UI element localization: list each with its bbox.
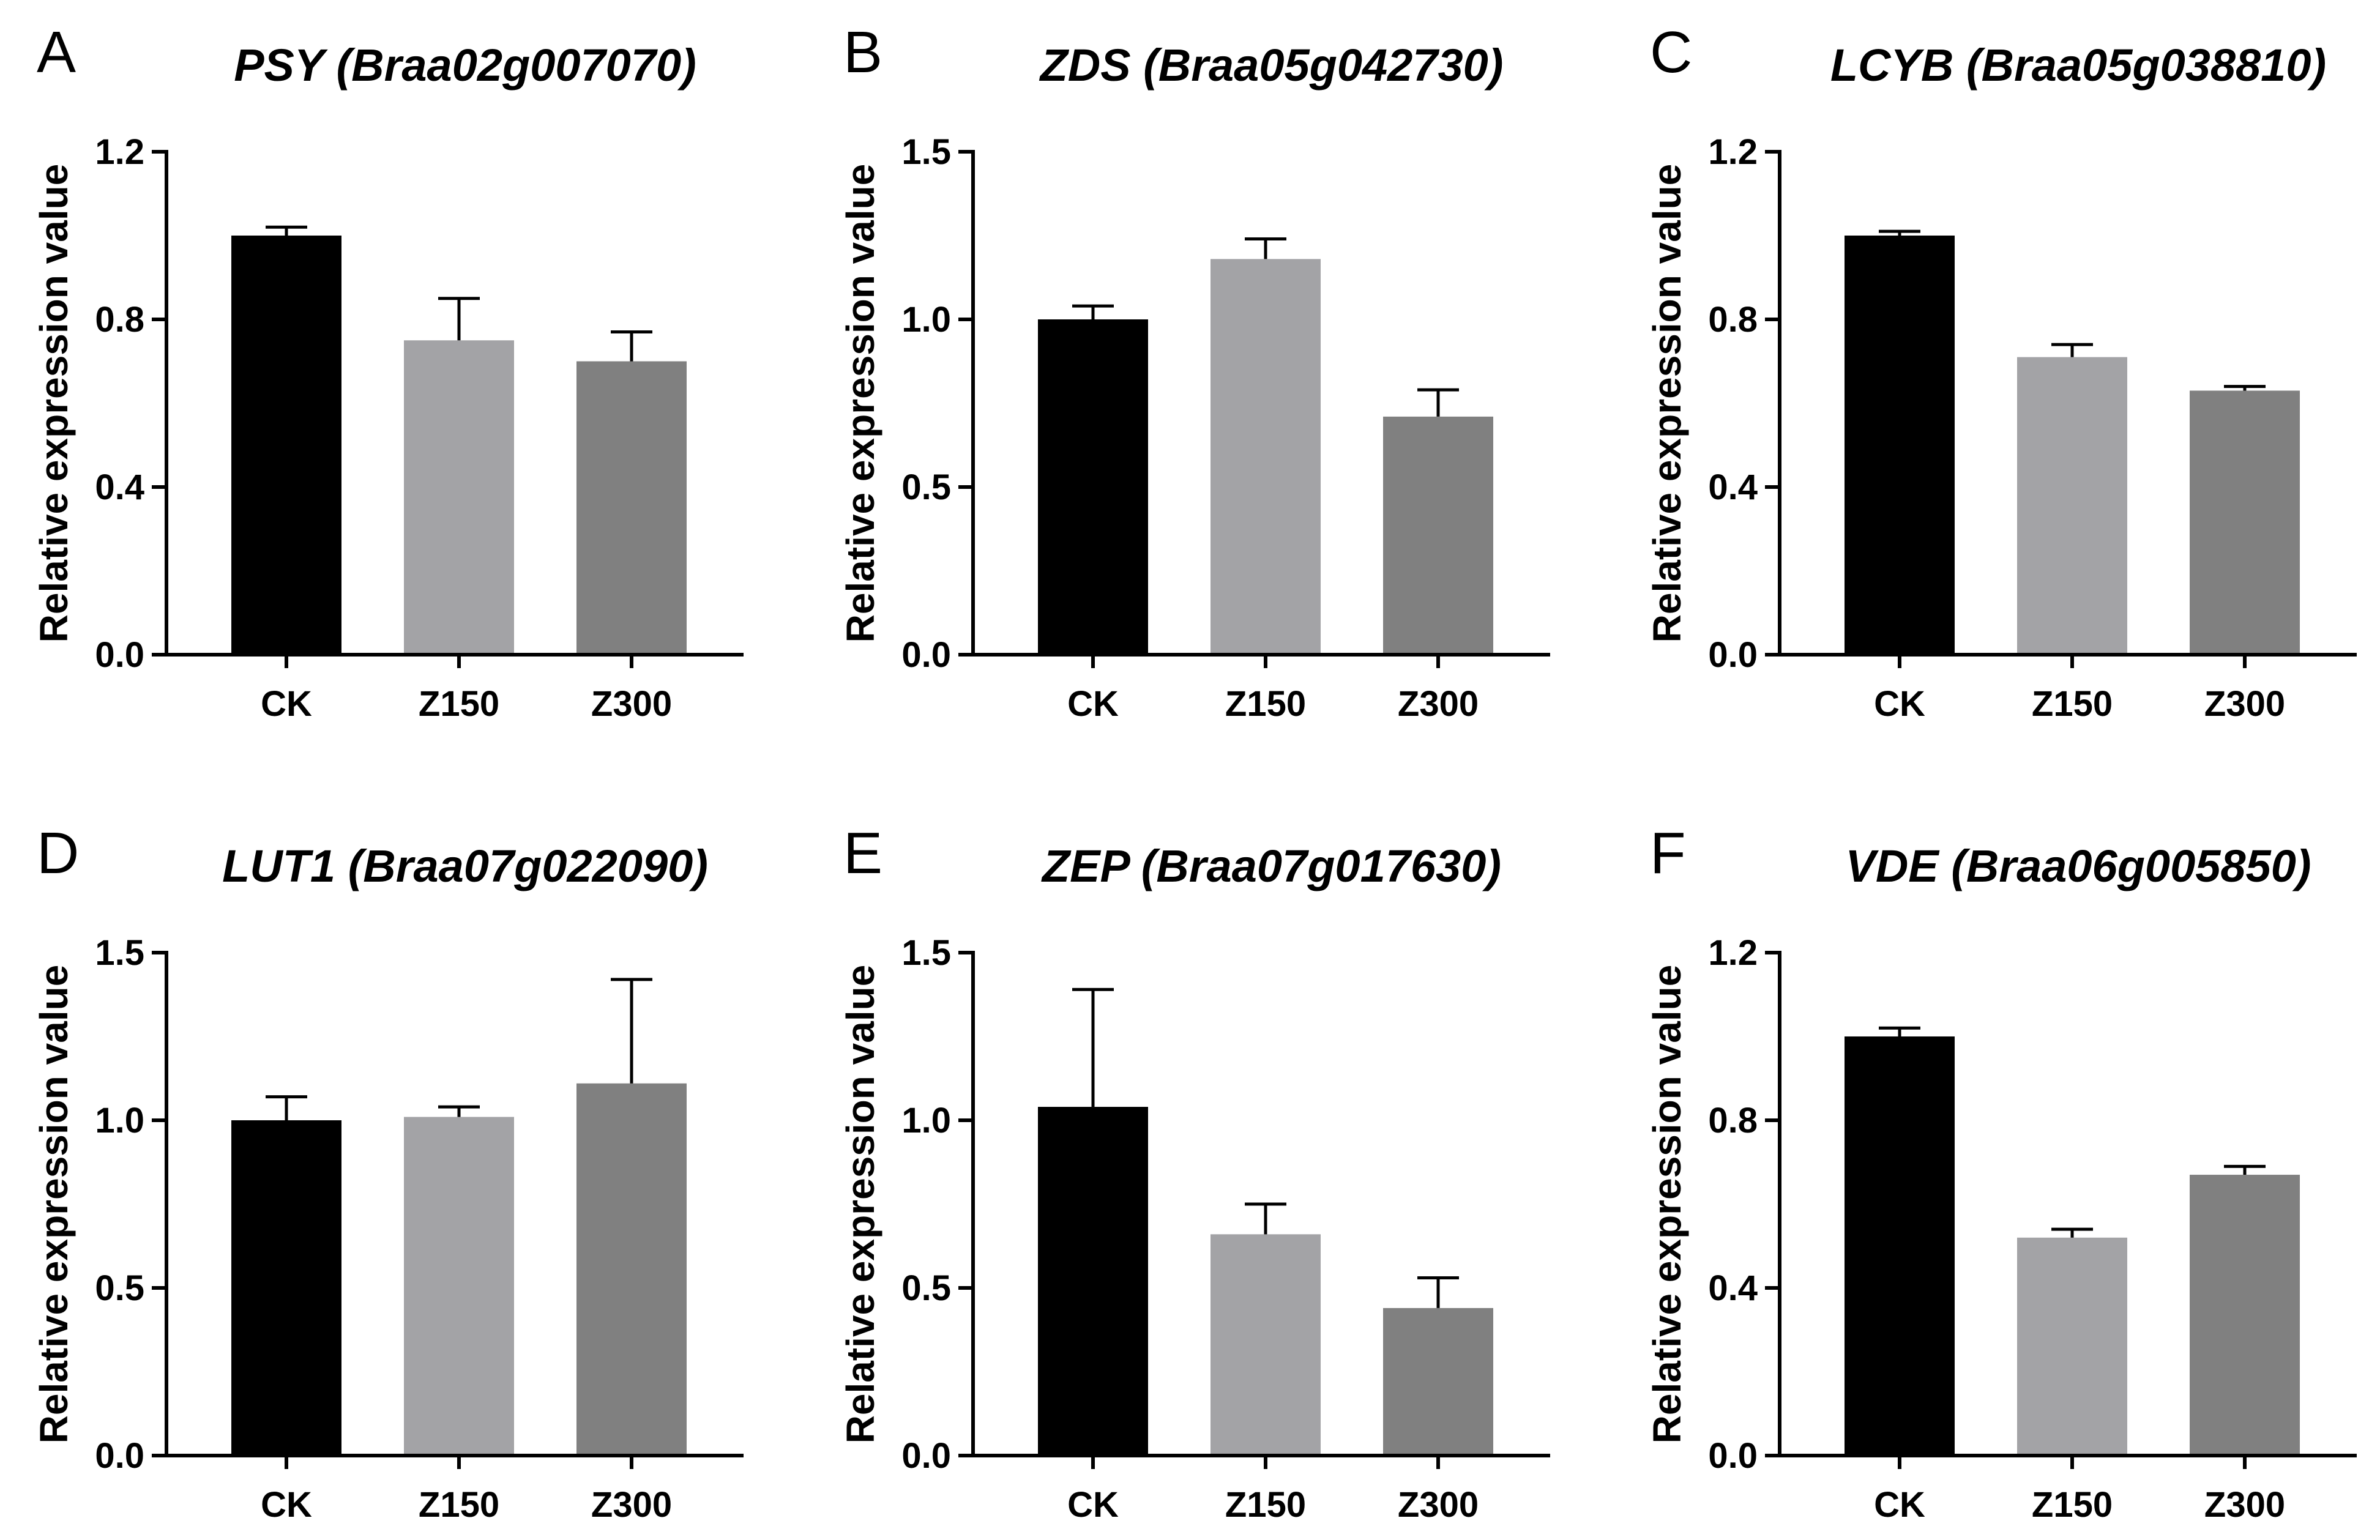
bar-z300 — [576, 1083, 687, 1456]
x-tick-label: CK — [1067, 1485, 1119, 1525]
y-axis-label: Relative expression value — [32, 965, 76, 1444]
y-tick-label: 0.0 — [95, 1436, 144, 1476]
x-tick-label: CK — [261, 684, 312, 724]
x-tick-label: Z300 — [1398, 684, 1479, 724]
y-tick-label: 1.2 — [1708, 132, 1758, 172]
panel-letter: D — [37, 820, 79, 886]
y-tick-label: 0.4 — [1708, 467, 1758, 507]
bar-ck — [1845, 236, 1955, 655]
x-tick-label: Z300 — [591, 1485, 672, 1525]
x-tick-label: CK — [1067, 684, 1119, 724]
bar-ck — [1038, 319, 1148, 655]
chart-panel-b: B ZDS (Braa05g042730) Relative expression … — [838, 20, 1550, 724]
y-tick-label: 1.2 — [95, 132, 144, 172]
y-tick-label: 0.4 — [1708, 1268, 1758, 1308]
chart-panel-e: E ZEP (Braa07g017630) Relative expression … — [838, 820, 1550, 1525]
chart-title: LCYB (Braa05g038810) — [1830, 40, 2326, 91]
x-tick-label: CK — [1874, 1485, 1925, 1525]
bar-z150 — [1211, 259, 1321, 655]
y-tick-label: 0.8 — [95, 300, 144, 340]
bar-ck — [1038, 1107, 1148, 1456]
y-tick-label: 0.0 — [95, 635, 144, 675]
x-tick-label: Z150 — [2032, 684, 2113, 724]
x-tick-label: Z150 — [2032, 1485, 2113, 1525]
y-tick-label: 0.4 — [95, 467, 144, 507]
bar-z300 — [2190, 1175, 2300, 1456]
y-axis-label: Relative expression value — [1645, 164, 1689, 643]
y-tick-label: 1.5 — [901, 933, 951, 973]
chart-title: VDE (Braa06g005850) — [1846, 841, 2311, 891]
y-tick-label: 0.8 — [1708, 300, 1758, 340]
chart-panel-c: C LCYB (Braa05g038810) Relative expression… — [1645, 20, 2357, 724]
y-tick-label: 1.5 — [95, 933, 144, 973]
bar-z300 — [1383, 1308, 1493, 1456]
y-tick-label: 1.0 — [95, 1101, 144, 1140]
chart-title: LUT1 (Braa07g022090) — [222, 841, 708, 891]
chart-title: ZDS (Braa05g042730) — [1039, 40, 1504, 91]
x-tick-label: CK — [261, 1485, 312, 1525]
panel-letter: C — [1650, 20, 1692, 85]
bar-ck — [231, 236, 341, 655]
bar-z150 — [2017, 1237, 2127, 1456]
panel-letter: B — [843, 20, 882, 85]
panel-letter: A — [37, 20, 76, 85]
y-tick-label: 0.5 — [901, 467, 951, 507]
x-tick-label: Z150 — [1225, 1485, 1306, 1525]
y-tick-label: 0.0 — [1708, 635, 1758, 675]
y-axis-label: Relative expression value — [838, 965, 882, 1444]
bar-z300 — [576, 361, 687, 655]
chart-panel-f: F VDE (Braa06g005850) Relative expression … — [1645, 820, 2357, 1525]
bar-z300 — [1383, 416, 1493, 655]
y-axis-label: Relative expression value — [838, 164, 882, 643]
x-tick-label: Z150 — [1225, 684, 1306, 724]
y-axis-label: Relative expression value — [32, 164, 76, 643]
x-tick-label: Z150 — [419, 1485, 499, 1525]
y-tick-label: 1.2 — [1708, 933, 1758, 973]
chart-title: PSY (Braa02g007070) — [234, 40, 696, 91]
x-tick-label: Z300 — [591, 684, 672, 724]
y-tick-label: 0.8 — [1708, 1101, 1758, 1140]
y-tick-label: 0.0 — [901, 635, 951, 675]
y-tick-label: 1.0 — [901, 1101, 951, 1140]
x-tick-label: Z300 — [2204, 684, 2285, 724]
bar-z300 — [2190, 390, 2300, 655]
bar-z150 — [404, 1117, 514, 1456]
bar-ck — [231, 1120, 341, 1456]
chart-panel-a: A PSY (Braa02g007070) Relative expression … — [32, 20, 744, 724]
panel-letter: E — [843, 820, 882, 886]
bar-ck — [1845, 1036, 1955, 1456]
panel-letter: F — [1650, 820, 1686, 886]
x-tick-label: Z150 — [419, 684, 499, 724]
bar-z150 — [1211, 1234, 1321, 1456]
y-tick-label: 1.5 — [901, 132, 951, 172]
x-tick-label: Z300 — [1398, 1485, 1479, 1525]
chart-title: ZEP (Braa07g017630) — [1041, 841, 1501, 891]
y-tick-label: 1.0 — [901, 300, 951, 340]
y-tick-label: 0.0 — [1708, 1436, 1758, 1476]
bar-z150 — [2017, 357, 2127, 655]
bar-z150 — [404, 340, 514, 655]
x-tick-label: CK — [1874, 684, 1925, 724]
chart-panel-d: D LUT1 (Braa07g022090) Relative expression… — [32, 820, 744, 1525]
y-tick-label: 0.5 — [95, 1268, 144, 1308]
y-axis-label: Relative expression value — [1645, 965, 1689, 1444]
x-tick-label: Z300 — [2204, 1485, 2285, 1525]
y-tick-label: 0.0 — [901, 1436, 951, 1476]
y-tick-label: 0.5 — [901, 1268, 951, 1308]
